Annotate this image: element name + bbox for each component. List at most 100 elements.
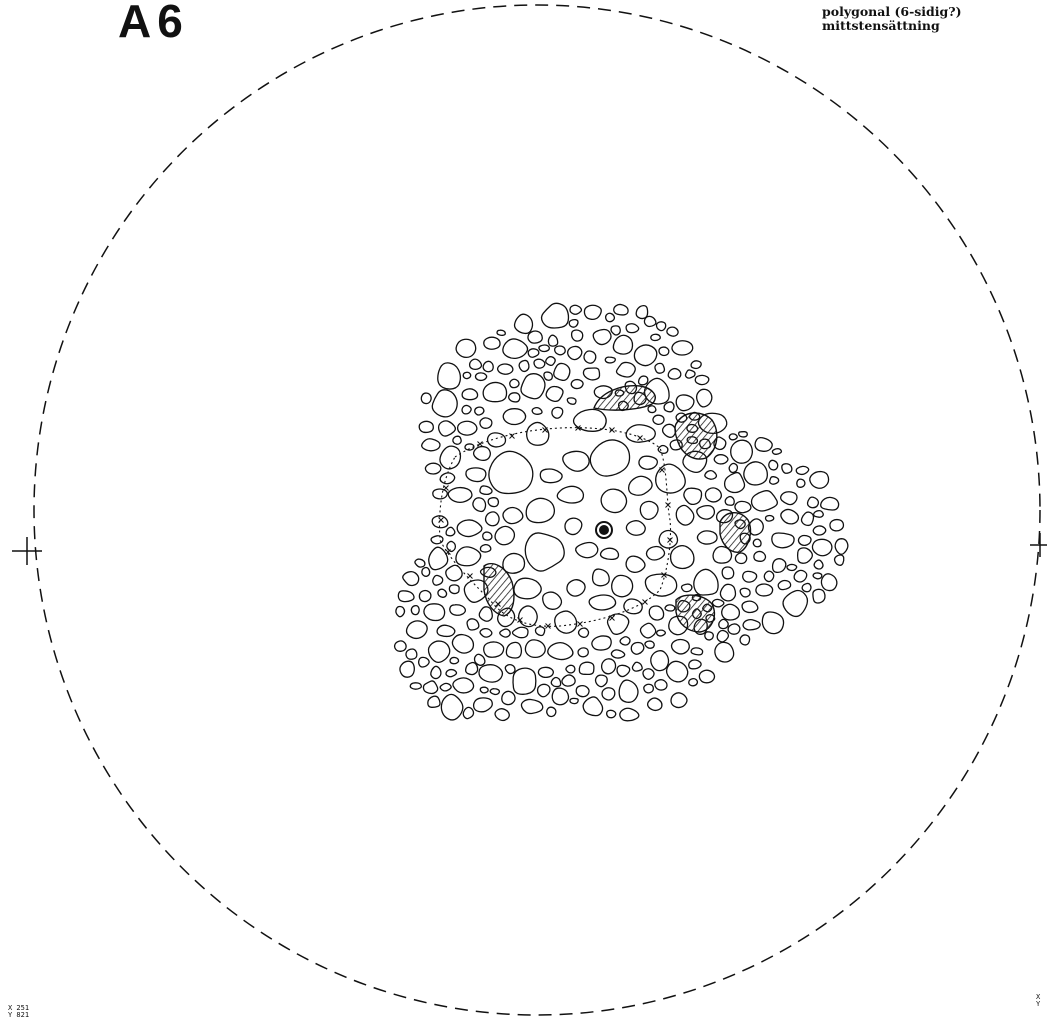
stone — [504, 663, 516, 675]
feature-description-line-1: polygonal (6-sidig?) — [822, 4, 962, 19]
stone — [667, 367, 682, 380]
stone — [570, 329, 584, 342]
stone — [582, 367, 601, 381]
stone — [812, 588, 826, 604]
stone — [625, 424, 656, 443]
stone — [721, 566, 735, 580]
grid-coordinate-y: Y 821 — [8, 1011, 30, 1019]
stone — [694, 374, 710, 386]
stone — [445, 526, 456, 537]
stone — [812, 509, 824, 518]
stone — [540, 302, 570, 329]
stone — [432, 574, 444, 586]
stone — [440, 693, 464, 721]
stone — [397, 590, 415, 603]
stone — [711, 598, 725, 608]
stone — [690, 360, 702, 370]
stone — [524, 639, 546, 659]
stone — [496, 363, 514, 375]
stone — [742, 570, 758, 583]
stone — [724, 495, 735, 506]
stone — [589, 439, 631, 477]
stone — [780, 508, 800, 525]
stone — [479, 686, 489, 694]
setting-marker-x — [545, 623, 551, 629]
stone — [628, 475, 653, 496]
stone — [520, 698, 544, 715]
stone — [834, 538, 849, 555]
grid-coordinates-left: X 251 Y 821 — [8, 1005, 29, 1019]
grid-coordinates-right: X Y — [1036, 994, 1040, 1008]
stone — [638, 455, 659, 470]
stone — [650, 333, 661, 342]
stone — [779, 491, 798, 506]
stone — [811, 538, 833, 557]
feature-description: polygonal (6-sidig?) mittstensättning — [822, 5, 962, 33]
stone — [421, 438, 441, 452]
stone — [594, 674, 608, 688]
stone — [449, 656, 460, 665]
stone — [455, 338, 477, 359]
stone — [566, 579, 586, 597]
stone — [439, 445, 462, 470]
stone — [654, 362, 666, 374]
stone — [539, 468, 563, 484]
stone — [538, 344, 550, 353]
stone — [796, 478, 806, 488]
stone — [599, 547, 620, 561]
stone — [547, 334, 559, 347]
stone — [483, 336, 501, 350]
stone — [451, 633, 475, 654]
stone — [449, 604, 467, 616]
stone — [623, 598, 643, 615]
stone — [427, 640, 451, 664]
stone — [439, 682, 452, 692]
stone — [409, 682, 423, 690]
stone — [809, 470, 830, 489]
stone — [465, 467, 487, 483]
stone — [743, 461, 768, 486]
stone — [524, 532, 565, 572]
stone — [542, 591, 563, 610]
setting-marker-x — [542, 427, 548, 433]
stone — [418, 589, 432, 603]
setting-marker-x — [443, 485, 449, 491]
setting-marker-x — [642, 599, 648, 605]
stone — [474, 406, 485, 416]
stone — [741, 600, 759, 614]
stone — [739, 634, 751, 646]
stone — [644, 640, 655, 649]
stone — [455, 546, 482, 567]
stone — [520, 373, 546, 400]
setting-marker-x — [637, 435, 643, 441]
stone — [462, 706, 475, 720]
stone — [551, 687, 570, 706]
stone — [526, 421, 550, 446]
hatched-stone-southeast — [675, 594, 716, 633]
stone — [527, 330, 543, 344]
stone — [466, 618, 480, 631]
stone — [619, 636, 631, 646]
stone — [472, 697, 493, 713]
stone — [569, 697, 579, 705]
stone — [655, 629, 666, 637]
stone — [486, 432, 507, 448]
stone — [533, 358, 546, 369]
grave-boundary-circle — [33, 4, 1041, 1016]
stone — [592, 328, 612, 346]
stone — [482, 381, 508, 403]
stone — [445, 564, 463, 582]
stone — [639, 500, 659, 521]
stone — [577, 627, 590, 638]
stone — [642, 668, 655, 680]
stone — [553, 362, 571, 382]
stone — [600, 488, 628, 514]
setting-marker-x — [509, 433, 515, 439]
stone — [550, 676, 562, 688]
stone — [645, 545, 666, 561]
stone — [561, 674, 576, 687]
setting-marker-x — [609, 427, 615, 433]
stone — [537, 666, 554, 679]
stone — [517, 605, 538, 628]
stone — [604, 312, 616, 323]
